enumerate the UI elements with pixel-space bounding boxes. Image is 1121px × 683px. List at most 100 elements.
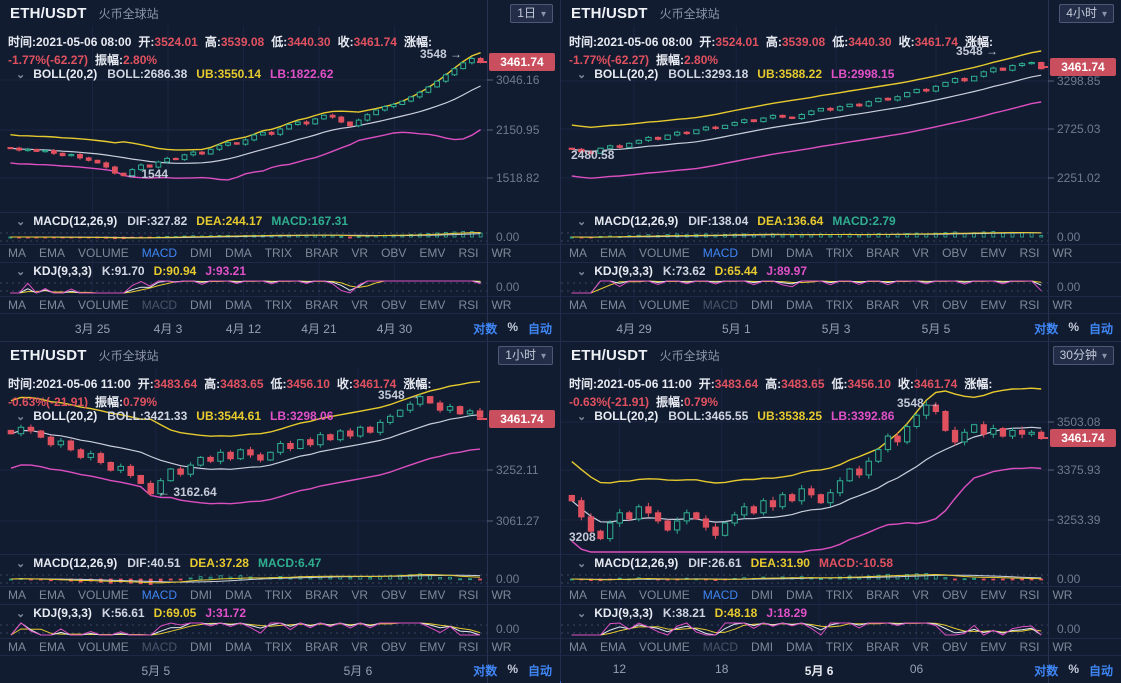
tab-volume[interactable]: VOLUME — [639, 298, 690, 312]
tab-ma[interactable]: MA — [569, 588, 587, 602]
tab-trix[interactable]: TRIX — [825, 246, 854, 260]
tab-dma[interactable]: DMA — [225, 298, 252, 312]
tab-volume[interactable]: VOLUME — [78, 298, 129, 312]
tab-emv[interactable]: EMV — [980, 588, 1007, 602]
tab-obv[interactable]: OBV — [942, 588, 968, 602]
tab-dma[interactable]: DMA — [786, 640, 813, 654]
collapse-icon[interactable]: ⌄ — [577, 69, 587, 81]
tab-wr[interactable]: WR — [1052, 298, 1073, 312]
tab-dmi[interactable]: DMI — [751, 298, 774, 312]
collapse-icon[interactable]: ⌄ — [577, 558, 587, 570]
tab-volume[interactable]: VOLUME — [78, 588, 129, 602]
tab-volume[interactable]: VOLUME — [78, 640, 129, 654]
scale-percent-button[interactable]: % — [507, 320, 518, 334]
tab-rsi[interactable]: RSI — [1019, 246, 1040, 260]
tab-obv[interactable]: OBV — [381, 298, 407, 312]
scale-auto-button[interactable]: 自动 — [527, 664, 552, 678]
tab-dmi[interactable]: DMI — [190, 298, 213, 312]
scale-auto-button[interactable]: 自动 — [527, 322, 552, 336]
tab-obv[interactable]: OBV — [381, 246, 407, 260]
tab-volume[interactable]: VOLUME — [639, 588, 690, 602]
timeframe-dropdown[interactable]: 1日 ▾ — [510, 4, 553, 23]
tab-emv[interactable]: EMV — [980, 298, 1007, 312]
collapse-icon[interactable]: ⌄ — [577, 216, 587, 228]
tab-emv[interactable]: EMV — [419, 588, 446, 602]
tab-ema[interactable]: EMA — [600, 640, 627, 654]
tab-ema[interactable]: EMA — [600, 246, 627, 260]
tab-dma[interactable]: DMA — [786, 246, 813, 260]
tab-emv[interactable]: EMV — [980, 640, 1007, 654]
tab-trix[interactable]: TRIX — [825, 588, 854, 602]
tab-obv[interactable]: OBV — [381, 588, 407, 602]
tab-dmi[interactable]: DMI — [190, 246, 213, 260]
tab-ma[interactable]: MA — [8, 640, 26, 654]
tab-obv[interactable]: OBV — [381, 640, 407, 654]
tab-vr[interactable]: VR — [351, 298, 369, 312]
tab-trix[interactable]: TRIX — [264, 588, 293, 602]
collapse-icon[interactable]: ⌄ — [16, 266, 26, 278]
tab-trix[interactable]: TRIX — [825, 298, 854, 312]
scale-log-button[interactable]: 对数 — [1034, 664, 1059, 678]
tab-dma[interactable]: DMA — [786, 588, 813, 602]
tab-brar[interactable]: BRAR — [305, 640, 339, 654]
collapse-icon[interactable]: ⌄ — [16, 411, 26, 423]
timeframe-dropdown[interactable]: 30分钟 ▾ — [1052, 346, 1114, 365]
tab-brar[interactable]: BRAR — [305, 246, 339, 260]
collapse-icon[interactable]: ⌄ — [16, 69, 26, 81]
tab-vr[interactable]: VR — [351, 246, 369, 260]
tab-emv[interactable]: EMV — [419, 298, 446, 312]
tab-trix[interactable]: TRIX — [264, 640, 293, 654]
timeframe-dropdown[interactable]: 4小时 ▾ — [1059, 4, 1114, 23]
collapse-icon[interactable]: ⌄ — [577, 608, 587, 620]
tab-ema[interactable]: EMA — [39, 588, 66, 602]
tab-wr[interactable]: WR — [491, 640, 512, 654]
tab-macd[interactable]: MACD — [141, 246, 178, 260]
tab-ma[interactable]: MA — [569, 298, 587, 312]
tab-ma[interactable]: MA — [569, 640, 587, 654]
tab-dma[interactable]: DMA — [225, 588, 252, 602]
tab-macd[interactable]: MACD — [702, 588, 739, 602]
tab-ema[interactable]: EMA — [39, 298, 66, 312]
scale-auto-button[interactable]: 自动 — [1088, 322, 1113, 336]
tab-vr[interactable]: VR — [912, 246, 930, 260]
collapse-icon[interactable]: ⌄ — [16, 216, 26, 228]
tab-brar[interactable]: BRAR — [305, 588, 339, 602]
tab-dma[interactable]: DMA — [225, 640, 252, 654]
tab-wr[interactable]: WR — [491, 298, 512, 312]
tab-wr[interactable]: WR — [491, 246, 512, 260]
tab-vr[interactable]: VR — [912, 640, 930, 654]
tab-brar[interactable]: BRAR — [866, 588, 900, 602]
scale-percent-button[interactable]: % — [1068, 320, 1079, 334]
tab-ema[interactable]: EMA — [39, 246, 66, 260]
tab-vr[interactable]: VR — [912, 298, 930, 312]
tab-dma[interactable]: DMA — [225, 246, 252, 260]
collapse-icon[interactable]: ⌄ — [577, 411, 587, 423]
tab-ma[interactable]: MA — [8, 588, 26, 602]
tab-ema[interactable]: EMA — [600, 298, 627, 312]
tab-vr[interactable]: VR — [351, 640, 369, 654]
tab-dmi[interactable]: DMI — [751, 246, 774, 260]
tab-brar[interactable]: BRAR — [866, 246, 900, 260]
tab-dmi[interactable]: DMI — [751, 640, 774, 654]
scale-log-button[interactable]: 对数 — [473, 664, 498, 678]
timeframe-dropdown[interactable]: 1小时 ▾ — [498, 346, 553, 365]
scale-log-button[interactable]: 对数 — [473, 322, 498, 336]
tab-macd[interactable]: MACD — [141, 298, 178, 312]
tab-ma[interactable]: MA — [569, 246, 587, 260]
tab-emv[interactable]: EMV — [980, 246, 1007, 260]
tab-macd[interactable]: MACD — [141, 640, 178, 654]
tab-volume[interactable]: VOLUME — [639, 640, 690, 654]
tab-dmi[interactable]: DMI — [190, 640, 213, 654]
tab-wr[interactable]: WR — [1052, 588, 1073, 602]
tab-dma[interactable]: DMA — [786, 298, 813, 312]
tab-rsi[interactable]: RSI — [458, 246, 479, 260]
tab-brar[interactable]: BRAR — [866, 640, 900, 654]
tab-trix[interactable]: TRIX — [825, 640, 854, 654]
tab-trix[interactable]: TRIX — [264, 298, 293, 312]
tab-emv[interactable]: EMV — [419, 246, 446, 260]
tab-macd[interactable]: MACD — [702, 298, 739, 312]
tab-obv[interactable]: OBV — [942, 246, 968, 260]
tab-volume[interactable]: VOLUME — [78, 246, 129, 260]
tab-emv[interactable]: EMV — [419, 640, 446, 654]
tab-rsi[interactable]: RSI — [458, 588, 479, 602]
